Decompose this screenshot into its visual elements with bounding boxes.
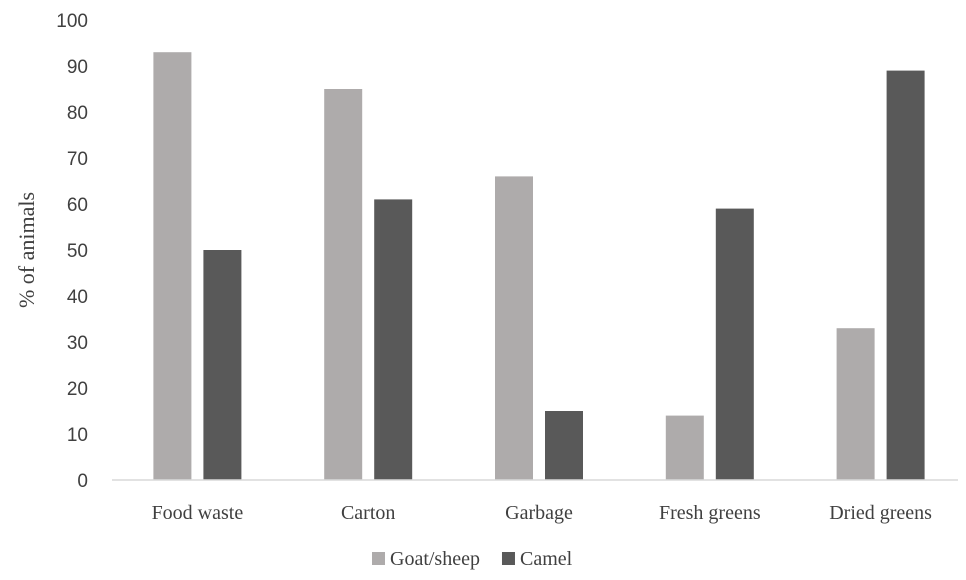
y-tick-label-50: 50 [67,241,88,262]
x-tick-label-carton: Carton [341,502,395,524]
bar-goat-sheep-garbage [495,176,533,480]
y-tick-label-80: 80 [67,103,88,124]
bar-goat-sheep-fresh-greens [665,415,704,480]
bar-camel-garbage [545,411,583,480]
legend-label-goat-sheep: Goat/sheep [390,548,480,570]
legend-swatch-goat-sheep [372,552,385,565]
y-tick-label-100: 100 [56,11,88,32]
bar-goat-sheep-food-waste [153,52,192,480]
y-tick-label-40: 40 [67,287,88,308]
legend-swatch-camel [501,552,515,565]
x-axis-labels: Food waste Carton Garbage Fresh greens Dried… [152,502,933,524]
y-tick-label-70: 70 [67,149,88,170]
y-tick-label-0: 0 [77,471,88,492]
bars [153,52,925,480]
y-axis-title: % of animals [14,192,39,308]
y-tick-label-60: 60 [67,195,88,216]
y-axis-ticks: 0 10 20 30 40 50 60 70 80 90 100 [56,11,88,492]
x-tick-label-garbage: Garbage [505,502,573,524]
bar-goat-sheep-carton [324,89,363,480]
x-tick-label-dried-greens: Dried greens [829,502,932,524]
bar-camel-carton [374,199,413,480]
y-tick-label-10: 10 [67,425,88,446]
legend-label-camel: Camel [520,548,573,570]
bar-camel-food-waste [203,250,242,480]
bar-camel-dried-greens [886,70,925,480]
y-tick-label-20: 20 [67,379,88,400]
bar-goat-sheep-dried-greens [836,328,875,480]
x-tick-label-fresh-greens: Fresh greens [659,502,761,524]
x-tick-label-food-waste: Food waste [152,502,244,524]
bar-camel-fresh-greens [715,208,754,480]
y-tick-label-30: 30 [67,333,88,354]
y-tick-label-90: 90 [67,57,88,78]
legend: Goat/sheep Camel [372,548,573,570]
